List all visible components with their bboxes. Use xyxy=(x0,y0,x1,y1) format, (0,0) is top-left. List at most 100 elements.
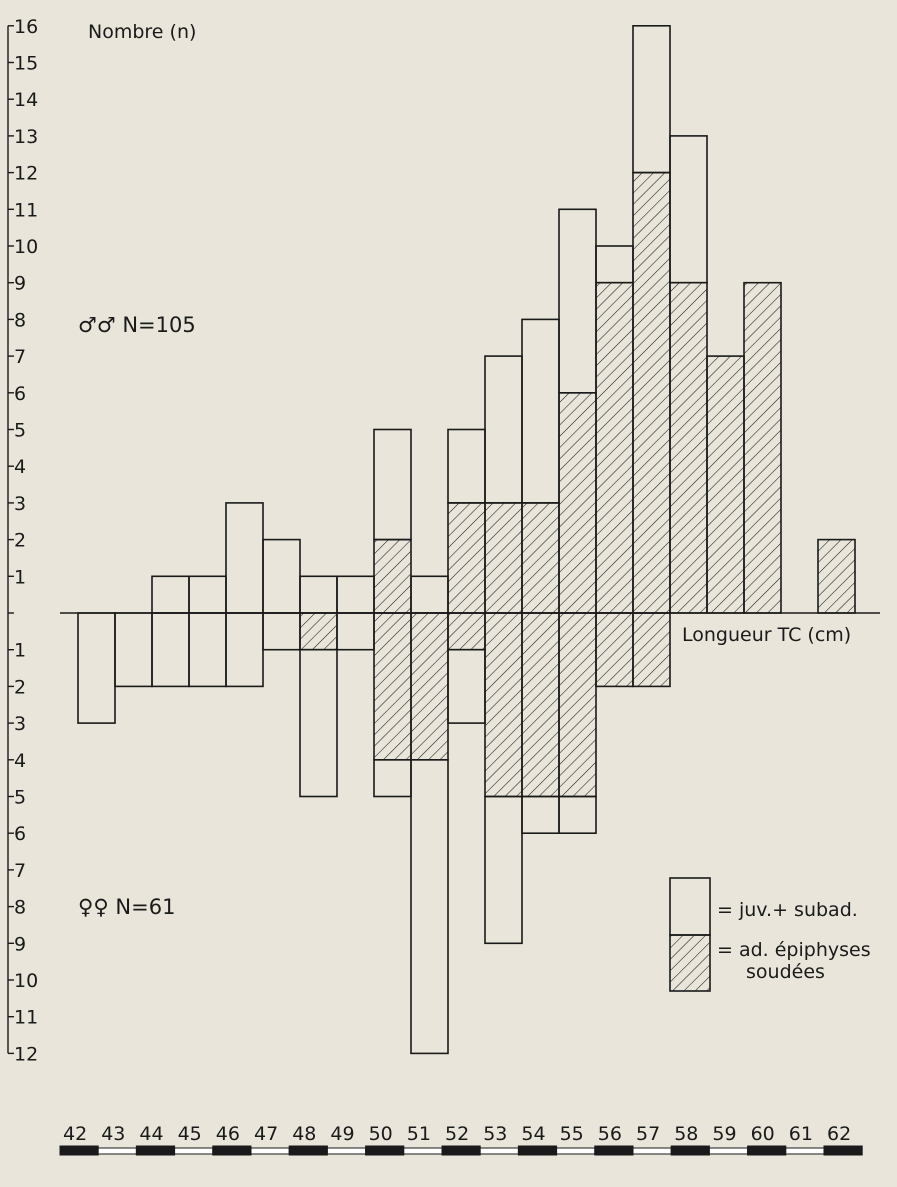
x-category-label: 55 xyxy=(560,1123,584,1145)
y-tick-label: 16 xyxy=(14,16,38,38)
y-tick-label: 11 xyxy=(14,199,38,221)
x-category-label: 46 xyxy=(216,1123,240,1145)
x-category-label: 57 xyxy=(636,1123,660,1145)
bar-female-ad-55 xyxy=(558,612,597,798)
bar-male-ad-60 xyxy=(743,281,782,614)
y-tick-label: 5 xyxy=(14,787,26,809)
scale-segment xyxy=(517,1145,558,1156)
bar-female-ad-53 xyxy=(484,612,523,798)
bar-male-juv-56 xyxy=(595,245,634,284)
x-axis-title: Longueur TC (cm) xyxy=(682,624,851,646)
y-tick-label: 11 xyxy=(14,1007,38,1029)
bar-male-ad-50 xyxy=(373,538,412,614)
bar-female-ad-54 xyxy=(521,612,560,798)
y-tick-label: 3 xyxy=(14,493,26,515)
bars xyxy=(77,24,856,1055)
x-category-label: 50 xyxy=(369,1123,393,1145)
legend-label-juv: = juv.+ subad. xyxy=(717,899,858,921)
bar-male-juv-44 xyxy=(151,575,190,614)
bar-male-ad-55 xyxy=(558,391,597,614)
bar-female-juv-53 xyxy=(484,795,523,945)
x-category-label: 45 xyxy=(178,1123,202,1145)
bar-female-juv-45 xyxy=(188,612,227,688)
bar-male-juv-54 xyxy=(521,318,560,504)
scale-segment xyxy=(708,1147,749,1155)
legend: = juv.+ subad. = ad. épiphyses soudées xyxy=(669,877,871,992)
y-tick-label: 3 xyxy=(14,713,26,735)
x-category-label: 42 xyxy=(63,1123,87,1145)
y-tick-label: 7 xyxy=(14,346,26,368)
scale-segment xyxy=(59,1145,99,1156)
legend-label-ad-line2: soudées xyxy=(746,961,825,983)
x-category-label: 48 xyxy=(292,1123,316,1145)
bar-female-ad-56 xyxy=(595,612,634,688)
bar-male-juv-53 xyxy=(484,355,523,504)
bar-male-juv-50 xyxy=(373,428,412,541)
bar-male-ad-58 xyxy=(669,281,708,614)
x-category-label: 61 xyxy=(789,1123,813,1145)
y-tick-label: 8 xyxy=(14,897,26,919)
bar-female-juv-54 xyxy=(521,795,560,835)
y-tick-label: 12 xyxy=(14,1043,38,1065)
bar-male-ad-54 xyxy=(521,502,560,614)
bar-female-juv-44 xyxy=(151,612,190,688)
bar-female-ad-52 xyxy=(447,612,486,651)
x-category-label: 60 xyxy=(751,1123,775,1145)
bar-male-ad-57 xyxy=(632,171,671,614)
y-tick-label: 15 xyxy=(14,53,38,75)
y-tick-label: 5 xyxy=(14,420,26,442)
scale-segment xyxy=(135,1145,176,1156)
legend-label-ad-line1: = ad. épiphyses xyxy=(717,939,871,961)
bar-male-juv-49 xyxy=(336,575,375,614)
y-tick-label: 13 xyxy=(14,126,38,148)
bar-male-juv-57 xyxy=(632,24,671,174)
bar-male-ad-56 xyxy=(595,281,634,614)
bar-female-ad-48 xyxy=(299,612,338,651)
x-category-label: 43 xyxy=(101,1123,125,1145)
bar-male-juv-58 xyxy=(669,135,708,284)
bar-male-juv-46 xyxy=(225,502,264,614)
y-tick-label: 4 xyxy=(14,750,26,772)
y-tick-label: 6 xyxy=(14,823,26,845)
y-tick-label: 2 xyxy=(14,676,26,698)
x-category-label: 53 xyxy=(483,1123,507,1145)
y-tick-label: 10 xyxy=(14,970,38,992)
x-category-label: 54 xyxy=(521,1123,545,1145)
bar-male-ad-59 xyxy=(706,355,745,614)
bar-male-ad-62 xyxy=(817,538,856,614)
bar-female-juv-47 xyxy=(262,612,301,651)
y-tick-label: 4 xyxy=(14,456,26,478)
bar-female-ad-57 xyxy=(632,612,671,688)
legend-swatch-ad xyxy=(669,934,711,992)
y-tick-label: 1 xyxy=(14,640,26,662)
bar-male-juv-52 xyxy=(447,428,486,504)
x-category-label: 58 xyxy=(674,1123,698,1145)
females-label: ♀♀ N=61 xyxy=(78,895,175,919)
bar-female-juv-49 xyxy=(336,612,375,651)
y-tick-label: 7 xyxy=(14,860,26,882)
bar-female-juv-55 xyxy=(558,795,597,835)
scale-segment xyxy=(326,1147,367,1155)
scale-segment xyxy=(632,1147,672,1155)
bar-male-ad-52 xyxy=(447,502,486,614)
scale-segment xyxy=(174,1147,214,1155)
bar-male-juv-45 xyxy=(188,575,227,614)
y-tick-label: 10 xyxy=(14,236,38,258)
scale-segment xyxy=(288,1145,328,1156)
bar-female-juv-46 xyxy=(225,612,264,688)
bar-female-juv-48 xyxy=(299,648,338,798)
y-tick-label: 14 xyxy=(14,89,38,111)
y-tick-label: 12 xyxy=(14,163,38,185)
x-scale-bar: 42 43 44 45 46 47 48 49 50 51 52 53 54 55 56 57 58 59 60 61… xyxy=(59,1123,863,1156)
y-tick-label: 6 xyxy=(14,383,26,405)
bar-female-ad-50 xyxy=(373,612,412,761)
scale-segment xyxy=(670,1145,710,1156)
bar-female-juv-42 xyxy=(77,612,116,724)
scale-segment xyxy=(441,1145,481,1156)
y-tick-label: 1 xyxy=(14,566,26,588)
bar-female-juv-51 xyxy=(410,758,449,1055)
scale-segment xyxy=(212,1145,252,1156)
bar-male-juv-47 xyxy=(262,538,301,614)
bar-male-juv-48 xyxy=(299,575,338,614)
